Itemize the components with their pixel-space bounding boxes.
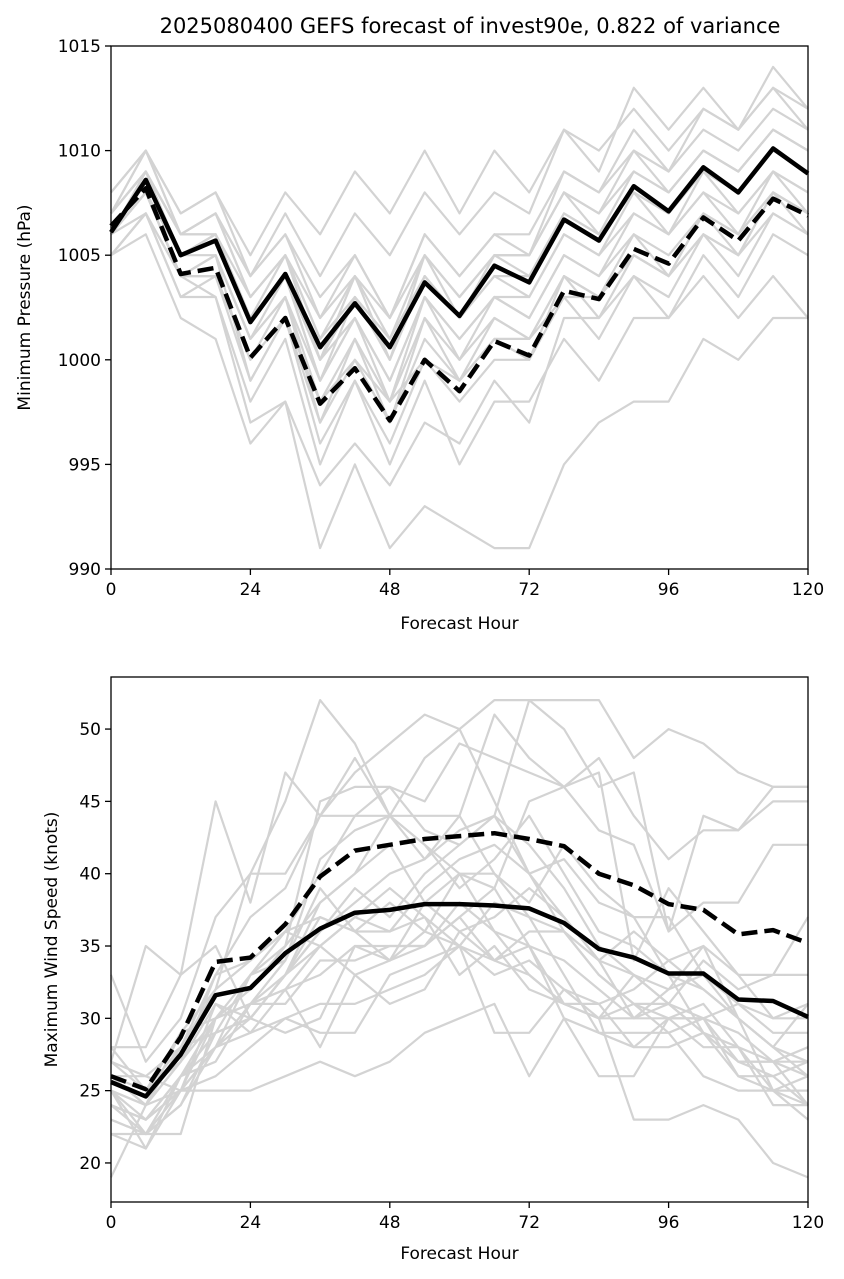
pressure-member-line-20 — [110, 212, 809, 424]
pressure-x-tick-label: 72 — [518, 580, 540, 600]
pressure-x-axis-label: Forecast Hour — [400, 614, 518, 634]
pressure-y-axis: 990 995 1000 1005 1010 1015 — [58, 37, 111, 580]
pressure-x-tick-label: 0 — [106, 580, 117, 600]
pressure-x-axis: 0 24 48 72 96 120 — [106, 569, 824, 600]
pressure-solid-line — [109, 146, 810, 350]
wind-y-tick-label: 30 — [79, 1009, 101, 1029]
wind-dashed-line — [110, 830, 809, 1092]
wind-member-line-7 — [110, 814, 808, 1121]
wind-member-line-24 — [110, 887, 809, 1121]
pressure-member-line-12 — [110, 233, 808, 550]
pressure-member-line-13 — [110, 212, 809, 466]
pressure-y-tick-label: 1015 — [58, 37, 101, 57]
pressure-member-line-8 — [110, 65, 809, 257]
wind-x-tick-label: 72 — [518, 1213, 540, 1233]
pressure-member-line-18 — [110, 128, 809, 320]
wind-x-tick-label: 96 — [658, 1213, 680, 1233]
pressure-member-line-9 — [110, 86, 809, 278]
wind-plot: 0 24 48 72 96 120 20 25 30 35 40 45 50 Forecast Hou… — [42, 676, 824, 1264]
wind-x-tick-label: 0 — [106, 1213, 117, 1233]
pressure-dashed-line — [109, 186, 809, 423]
wind-x-axis-label: Forecast Hour — [400, 1244, 518, 1264]
pressure-means — [109, 146, 810, 423]
pressure-plot-frame — [110, 45, 809, 570]
wind-member-line-23 — [110, 930, 809, 1136]
pressure-plot: 0 24 48 72 96 120 990 995 1000 1005 1010 1015 Fore… — [15, 37, 824, 634]
wind-y-axis-label: Maximum Wind Speed (knots) — [42, 812, 62, 1068]
wind-y-tick-label: 45 — [79, 792, 101, 812]
wind-member-line-20 — [110, 901, 809, 1121]
pressure-x-tick-label: 96 — [658, 580, 680, 600]
wind-y-tick-label: 20 — [79, 1154, 101, 1174]
wind-x-tick-label: 24 — [240, 1213, 262, 1233]
wind-x-axis: 0 24 48 72 96 120 — [106, 1202, 824, 1233]
wind-plot-frame — [110, 676, 809, 1203]
wind-y-tick-label: 40 — [79, 865, 101, 885]
pressure-y-tick-label: 995 — [69, 455, 101, 475]
wind-y-tick-label: 50 — [79, 720, 101, 740]
pressure-y-tick-label: 1010 — [58, 142, 101, 162]
pressure-members — [110, 65, 809, 550]
wind-x-tick-label: 120 — [792, 1213, 824, 1233]
wind-solid-line — [110, 901, 809, 1099]
wind-member-line-19 — [110, 814, 809, 1092]
pressure-x-tick-label: 120 — [792, 580, 824, 600]
wind-member-line-11 — [110, 771, 809, 1136]
wind-means — [110, 830, 809, 1099]
pressure-x-tick-label: 48 — [379, 580, 401, 600]
wind-y-tick-label: 25 — [79, 1082, 101, 1102]
wind-member-line-18 — [110, 887, 809, 1121]
wind-y-tick-label: 35 — [79, 937, 101, 957]
pressure-member-line-11 — [110, 191, 809, 487]
pressure-y-tick-label: 1000 — [58, 351, 101, 371]
wind-member-line-21 — [110, 1002, 809, 1107]
wind-members — [109, 698, 809, 1179]
pressure-x-tick-label: 24 — [240, 580, 262, 600]
wind-x-tick-label: 48 — [379, 1213, 401, 1233]
wind-y-axis: 20 25 30 35 40 45 50 — [79, 720, 111, 1174]
pressure-y-tick-label: 1005 — [58, 246, 101, 266]
figure-title: 2025080400 GEFS forecast of invest90e, 0… — [160, 14, 781, 38]
pressure-y-tick-label: 990 — [69, 560, 101, 580]
pressure-y-axis-label: Minimum Pressure (hPa) — [15, 204, 35, 410]
